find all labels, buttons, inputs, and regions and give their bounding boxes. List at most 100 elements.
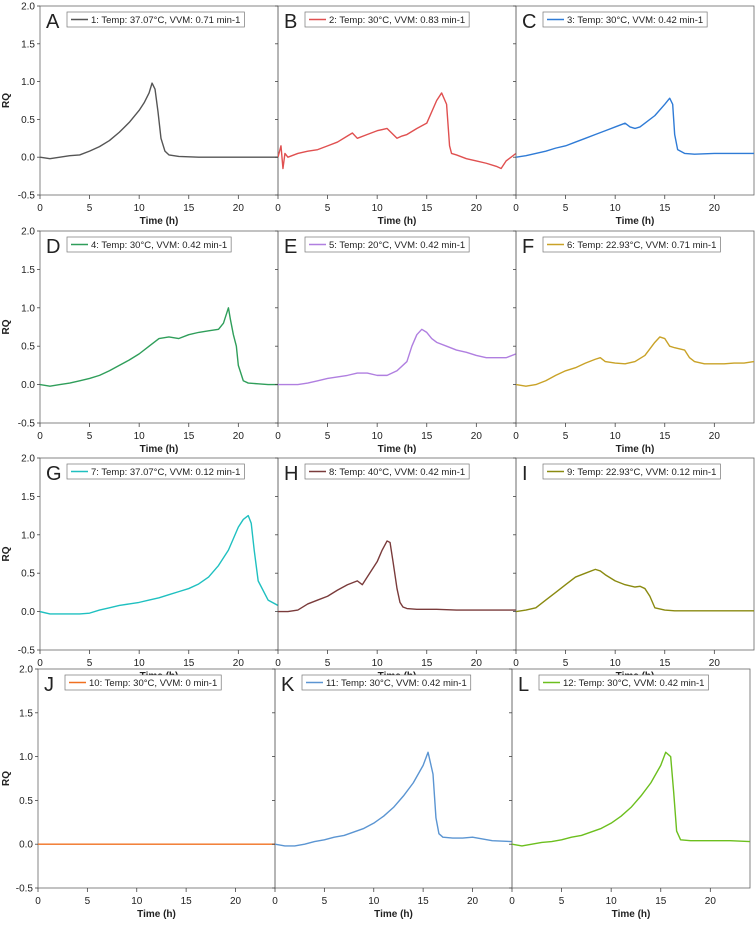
legend-box (301, 674, 472, 691)
y-tick-label: 0.0 (21, 380, 35, 391)
x-tick-label: 20 (709, 658, 721, 669)
y-tick-label: 0.5 (19, 796, 33, 807)
panel-letter: H (284, 463, 298, 485)
panel-j: 0 5 10 15 20 Time (h) -0.5 0.0 0.5 1.0 1.5 2.0 RQ J 10… (1, 665, 276, 920)
legend-box (542, 236, 721, 253)
y-tick-label: 0.5 (21, 569, 35, 580)
x-tick-label: 5 (322, 896, 328, 907)
x-tick-label: 0 (513, 431, 519, 442)
x-tick-label: 5 (325, 431, 331, 442)
plot-frame (37, 668, 276, 889)
x-tick-label: 15 (183, 431, 195, 442)
y-tick-label: 1.5 (19, 708, 33, 719)
plot-frame (515, 230, 755, 424)
plot-frame (39, 230, 279, 424)
x-tick-label: 5 (325, 658, 331, 669)
x-tick-label: 10 (610, 431, 622, 442)
x-axis-title: Time (h) (378, 216, 417, 227)
y-tick-label: 0.0 (21, 607, 35, 618)
x-tick-label: 20 (233, 431, 245, 442)
legend-box (66, 463, 245, 480)
x-tick-label: 5 (563, 203, 569, 214)
y-tick-label: 2.0 (21, 454, 35, 465)
panel-letter: B (284, 11, 297, 33)
panel-e: 0 5 10 15 20 Time (h) E 5: Temp: 20°C, VVM: 0.4… (275, 230, 517, 455)
series-line (40, 514, 278, 615)
plot-frame (515, 457, 755, 651)
x-tick-label: 10 (134, 203, 146, 214)
x-axis-title: Time (h) (137, 909, 176, 920)
legend-label: 8: Temp: 40°C, VVM: 0.42 min-1 (329, 467, 465, 478)
series-line (278, 328, 516, 386)
y-axis-title: RQ (1, 93, 12, 108)
plot-frame (515, 5, 755, 196)
legend-label: 9: Temp: 22.93°C, VVM: 0.12 min-1 (567, 467, 716, 478)
x-axis-title: Time (h) (612, 909, 651, 920)
plot-frame (511, 668, 751, 889)
panel-a: 0 5 10 15 20 Time (h) -0.5 0.0 0.5 1.0 1.5 2.0 RQ A 1:… (1, 2, 279, 227)
plot-frame (39, 5, 279, 196)
x-tick-label: 0 (35, 896, 41, 907)
x-tick-label: 20 (233, 203, 245, 214)
y-tick-label: 1.0 (21, 530, 35, 541)
y-tick-label: -0.5 (18, 191, 36, 202)
x-tick-label: 20 (471, 658, 483, 669)
x-tick-label: 20 (471, 203, 483, 214)
legend-box (64, 674, 222, 691)
x-tick-label: 5 (87, 203, 93, 214)
plot-frame (39, 457, 279, 651)
panel-letter: F (522, 236, 534, 258)
y-axis-title: RQ (1, 771, 12, 786)
plot-frame (277, 230, 517, 424)
legend-box (304, 11, 470, 28)
legend-box (542, 11, 708, 28)
x-axis-title: Time (h) (140, 216, 179, 227)
panel-letter: I (522, 463, 528, 485)
x-tick-label: 20 (709, 431, 721, 442)
legend-label: 2: Temp: 30°C, VVM: 0.83 min-1 (329, 15, 465, 26)
panel-letter: L (518, 674, 529, 696)
x-tick-label: 20 (705, 896, 717, 907)
x-tick-label: 5 (563, 658, 569, 669)
panel-letter: C (522, 11, 536, 33)
series-line (40, 82, 278, 160)
x-tick-label: 0 (275, 203, 281, 214)
x-tick-label: 0 (509, 896, 515, 907)
x-axis-title: Time (h) (378, 444, 417, 455)
x-tick-label: 5 (87, 431, 93, 442)
x-tick-label: 0 (513, 203, 519, 214)
series-line (516, 97, 754, 158)
series-line (512, 751, 750, 847)
x-tick-label: 15 (659, 658, 671, 669)
x-tick-label: 5 (563, 431, 569, 442)
x-tick-label: 10 (372, 203, 384, 214)
x-tick-label: 5 (325, 203, 331, 214)
panel-letter: J (44, 674, 54, 696)
legend-box (66, 11, 245, 28)
x-tick-label: 20 (233, 658, 245, 669)
x-tick-label: 10 (131, 896, 143, 907)
plot-frame (274, 668, 513, 889)
x-axis-title: Time (h) (374, 909, 413, 920)
panel-k: 0 5 10 15 20 Time (h) K 11: Temp: 30°C, VVM: 0.… (272, 668, 513, 920)
panel-d: 0 5 10 15 20 Time (h) -0.5 0.0 0.5 1.0 1.5 2.0 RQ D 4:… (1, 227, 279, 455)
series-line (275, 751, 512, 847)
y-tick-label: 1.5 (21, 492, 35, 503)
legend-label: 7: Temp: 37.07°C, VVM: 0.12 min-1 (91, 467, 240, 478)
y-tick-label: 0.5 (21, 115, 35, 126)
panel-letter: E (284, 236, 297, 258)
x-axis-title: Time (h) (140, 444, 179, 455)
series-line (278, 540, 516, 613)
legend-box (66, 236, 232, 253)
y-tick-label: 1.0 (21, 303, 35, 314)
panel-l: 0 5 10 15 20 Time (h) L 12: Temp: 30°C, VVM: 0.… (509, 668, 751, 920)
x-tick-label: 0 (37, 658, 43, 669)
x-tick-label: 0 (37, 203, 43, 214)
panel-c: 0 5 10 15 20 Time (h) C 3: Temp: 30°C, VVM: 0.4… (513, 5, 755, 227)
y-tick-label: -0.5 (18, 646, 36, 657)
x-tick-label: 10 (372, 431, 384, 442)
panel-f: 0 5 10 15 20 Time (h) F 6: Temp: 22.93°C, VVM: … (513, 230, 755, 455)
x-tick-label: 5 (87, 658, 93, 669)
